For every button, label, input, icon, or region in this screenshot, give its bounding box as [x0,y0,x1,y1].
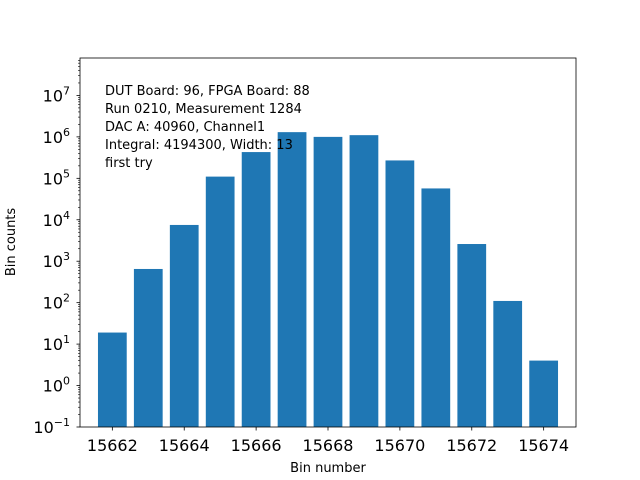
y-tick-label-base: 10 [43,169,63,188]
bar [529,360,559,427]
y-tick-label-exponent: 0 [63,375,70,388]
y-tick-label-base: 10 [43,335,63,354]
y-tick-label: 102 [43,292,70,313]
y-tick-label-exponent: 4 [63,209,70,222]
y-tick-label-base: 10 [33,418,53,437]
y-tick-label: 103 [43,250,70,271]
y-tick-label: 10−1 [33,416,70,437]
bar [493,300,523,427]
bar [385,160,415,427]
bar [169,224,199,427]
y-tick-label-exponent: 6 [63,126,70,139]
annotation-line: DUT Board: 96, FPGA Board: 88 [105,84,310,99]
x-tick-label: 15662 [87,436,138,455]
bar [205,176,235,427]
annotation-line: Run 0210, Measurement 1284 [105,102,302,117]
annotation-block: DUT Board: 96, FPGA Board: 88 Run 0210, M… [105,84,310,171]
bar [277,132,307,427]
x-tick-label: 15674 [518,436,569,455]
bar [241,152,271,427]
y-tick-label: 104 [43,209,70,230]
y-tick-label-exponent: 1 [63,333,70,346]
annotation-line: first try [105,156,153,171]
y-tick-label-base: 10 [43,377,63,396]
annotation-line: DAC A: 40960, Channel1 [105,120,265,135]
bar [313,136,343,427]
bar [349,135,379,427]
annotation-line: Integral: 4194300, Width: 13 [105,138,293,153]
x-tick-label: 15670 [374,436,425,455]
x-axis-label: Bin number [290,461,366,476]
y-tick-label: 101 [43,333,70,354]
bar [421,188,451,427]
y-tick-label-exponent: 5 [63,167,70,180]
bar [457,244,487,427]
y-tick-label-exponent: 7 [63,84,70,97]
y-tick-label: 100 [43,375,70,396]
y-tick-label-exponent: 3 [63,250,70,263]
x-axis-ticks: 15662 15664 15666 15668 15670 15672 15674 [87,427,569,455]
y-tick-label: 107 [43,84,70,105]
bars-group [97,132,559,427]
y-tick-label-exponent: −1 [54,416,70,429]
x-tick-label: 15664 [159,436,210,455]
y-tick-label: 105 [43,167,70,188]
x-tick-label: 15666 [231,436,282,455]
y-tick-label-base: 10 [43,252,63,271]
x-tick-label: 15672 [446,436,497,455]
x-tick-label: 15668 [303,436,354,455]
y-tick-label-base: 10 [43,86,63,105]
y-tick-label-base: 10 [43,128,63,147]
bar [97,332,127,427]
y-axis-label: Bin counts [4,208,19,277]
y-tick-label-base: 10 [43,211,63,230]
y-tick-label: 106 [43,126,70,147]
y-tick-label-base: 10 [43,294,63,313]
bar [133,268,163,427]
y-tick-label-exponent: 2 [63,292,70,305]
